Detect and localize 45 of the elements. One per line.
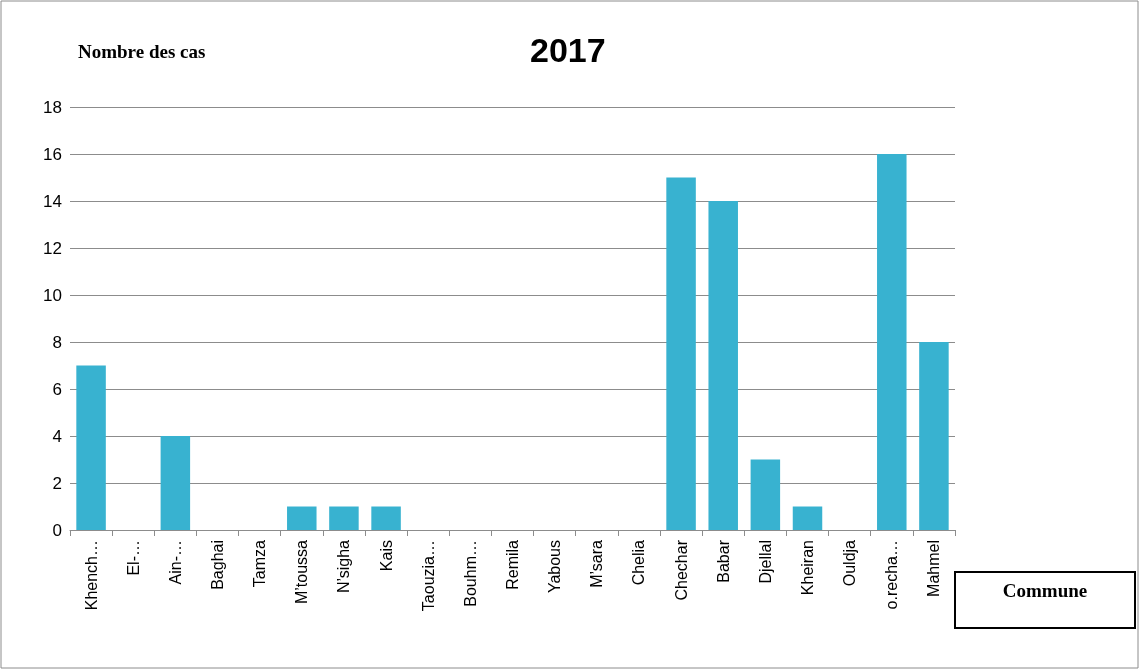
y-tick-label: 10 (43, 285, 62, 305)
x-tick-label: Babar (714, 539, 732, 583)
x-tick-label: El-… (124, 540, 142, 576)
bar (792, 506, 823, 530)
x-tick-label: Chechar (672, 539, 690, 601)
x-tick-label: Taouzia… (419, 540, 437, 612)
bar (877, 154, 907, 530)
y-axis-title: Nombre des cas (78, 41, 206, 62)
y-tick-label: 14 (43, 191, 62, 211)
y-tick-label: 4 (52, 426, 62, 446)
bar (76, 365, 106, 530)
x-tick-label: Kais (377, 540, 395, 572)
y-tick-label: 0 (52, 520, 62, 540)
x-tick-label: Ouldja (841, 539, 859, 587)
bar (750, 459, 781, 530)
x-tick-label: Kheiran (799, 540, 816, 596)
y-tick-label: 16 (43, 144, 62, 164)
bar (666, 177, 696, 530)
x-tick-label: Yabous (546, 540, 564, 594)
x-axis-title: Commune (1002, 579, 1088, 601)
bar (287, 506, 317, 530)
x-tick-label: M’toussa (293, 539, 311, 605)
bar (708, 201, 738, 530)
chart-title: 2017 (530, 31, 606, 69)
y-tick-label: 12 (43, 238, 62, 258)
x-tick-label: Djellal (756, 540, 774, 584)
x-tick-label: N’sigha (335, 539, 353, 594)
x-tick-label: Ain-… (166, 540, 184, 585)
x-tick-label: Baghai (209, 540, 226, 590)
x-tick-label: Khench… (82, 540, 100, 611)
y-tick-label: 2 (52, 473, 62, 493)
x-tick-label: Bouhm… (461, 540, 479, 607)
y-tick-label: 18 (43, 97, 62, 117)
x-tick-label: Mahmel (925, 540, 943, 597)
x-tick-label: Tamza (251, 539, 269, 588)
bar (371, 506, 401, 530)
bar (329, 506, 359, 530)
y-tick-label: 6 (52, 379, 62, 399)
x-tick-label: M’sara (588, 539, 606, 588)
x-tick-label: Remila (504, 539, 521, 590)
bar (160, 436, 191, 530)
x-tick-label: o.recha… (883, 540, 901, 610)
bar (919, 342, 949, 530)
y-tick-label: 8 (52, 332, 62, 352)
x-tick-label: Chelia (630, 539, 648, 586)
